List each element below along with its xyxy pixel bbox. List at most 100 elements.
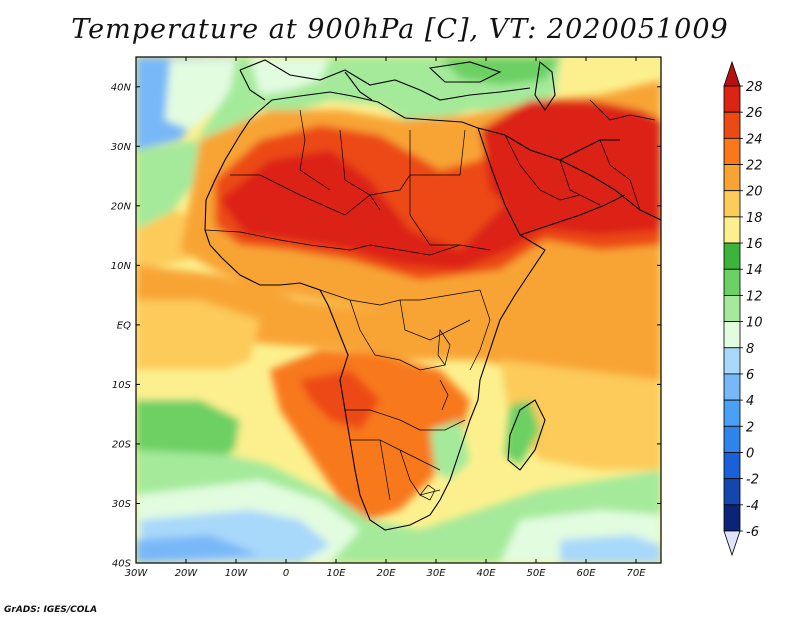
border-egypt	[410, 129, 466, 176]
lon-tick-label: 70E	[626, 568, 646, 579]
field-north-atlantic-pale	[165, 58, 250, 130]
field-east-green	[440, 57, 560, 85]
lon-tick-label: 60E	[576, 568, 596, 579]
border-east	[469, 289, 491, 371]
colorbar-label: 0	[746, 446, 754, 461]
border-sudan	[409, 175, 491, 251]
field-madagascar-green	[505, 400, 540, 465]
border-southern-africa	[399, 449, 441, 496]
field-indian-ocean-mid	[500, 360, 661, 470]
colorbar-label: 4	[746, 394, 754, 409]
colorbar-label: 28	[746, 80, 763, 95]
colorbar-label: 26	[746, 106, 763, 121]
colorbar-segment	[723, 216, 741, 244]
border-iran	[599, 139, 641, 211]
field-east-africa-green	[430, 420, 470, 480]
great-lakes	[437, 328, 451, 366]
border-central-3	[399, 299, 471, 341]
border-arabia-1	[504, 134, 581, 201]
lon-tick-label: 10E	[326, 568, 346, 579]
country-borders	[204, 99, 656, 501]
border-arabia-2	[559, 159, 601, 206]
border-central-2	[349, 299, 446, 371]
lat-tick-label: 30S	[112, 499, 132, 510]
colorbar-label: 24	[746, 132, 763, 147]
lon-tick-label: 30E	[426, 568, 446, 579]
lon-tick-label: 20W	[175, 568, 199, 579]
colorbar-top-arrow	[723, 60, 741, 87]
colorbar-label: 16	[746, 237, 763, 252]
field-atlantic-mid	[136, 140, 210, 240]
colorbar-label: 2	[746, 420, 754, 435]
persian-gulf	[559, 139, 620, 161]
lon-tick-label: 10W	[225, 568, 249, 579]
border-south-1	[345, 409, 466, 431]
border-north-1	[299, 109, 331, 191]
field-south-blue-deep	[136, 535, 260, 563]
colorbar-label: 12	[746, 289, 763, 304]
colorbar-label: -2	[746, 473, 759, 488]
colorbar-segment	[723, 85, 741, 113]
lat-tick-label: 20N	[111, 201, 132, 212]
arabian-coastline	[477, 127, 661, 221]
lat-tick-label: 10S	[112, 380, 132, 391]
africa-coastline	[204, 91, 546, 531]
caspian	[534, 60, 556, 111]
lat-tick-label: 20S	[112, 439, 132, 450]
field-indian-ocean-blue	[560, 535, 661, 563]
colorbar-label: 22	[746, 159, 763, 174]
lat-tick-label: 10N	[111, 261, 132, 272]
colorbar-segment	[723, 242, 741, 270]
field-equatorial-ocean	[136, 300, 260, 380]
colorbar-segment	[723, 137, 741, 165]
coastlines	[204, 59, 661, 531]
colorbar-label: 6	[746, 368, 754, 383]
map-title: Temperature at 900hPa [C], VT: 202005100…	[71, 14, 729, 45]
arabia-south-coast	[519, 194, 626, 236]
lake-malawi	[439, 379, 449, 411]
lon-tick-label: 50E	[526, 568, 546, 579]
border-north-2	[339, 129, 411, 196]
border-sahel-1	[230, 174, 381, 216]
colorbar-label: -6	[746, 525, 759, 540]
lat-tick-label: 40N	[111, 82, 132, 93]
colorbar-label: 20	[746, 185, 763, 200]
colorbar-segment	[723, 321, 741, 349]
colorbar-label: 18	[746, 211, 763, 226]
field-europe-pale	[250, 58, 330, 95]
colorbar-bottom-arrow	[723, 530, 741, 557]
lon-tick-label: 30W	[125, 568, 149, 579]
latitude-axis: 40N 30N 20N 10N EQ 10S 20S 30S 40S	[111, 82, 661, 570]
colorbar-label: -4	[746, 499, 759, 514]
field-atlantic-warm	[136, 210, 200, 270]
colorbar-segment	[723, 164, 741, 192]
plot-frame	[135, 56, 662, 564]
colorbar-segment	[723, 190, 741, 218]
colorbar-segment	[723, 268, 741, 296]
lon-tick-label: 0	[283, 568, 289, 579]
colorbar-segment	[723, 452, 741, 480]
border-sahel-2	[204, 229, 461, 256]
lat-tick-label: 40S	[112, 559, 132, 570]
temperature-field	[136, 57, 661, 563]
colorbar-segment	[723, 478, 741, 506]
iberia-coast	[239, 69, 266, 101]
colorbar-label: 10	[746, 316, 763, 331]
black-sea	[428, 61, 502, 83]
colorbar-segment	[723, 399, 741, 427]
lon-tick-label: 40E	[476, 568, 496, 579]
border-south-3	[379, 439, 391, 501]
colorbar-segment	[723, 347, 741, 375]
colorbar-label: 8	[746, 342, 754, 357]
colorbar-segment	[723, 295, 741, 322]
lat-tick-label: 30N	[111, 142, 132, 153]
colorbar-segment	[723, 111, 741, 139]
madagascar-coastline	[507, 399, 546, 471]
lat-tick-label: EQ	[117, 320, 131, 331]
italy-coast	[344, 71, 373, 101]
lon-tick-label: 20E	[376, 568, 396, 579]
border-central-asia	[589, 99, 656, 121]
border-lesotho	[419, 484, 436, 501]
